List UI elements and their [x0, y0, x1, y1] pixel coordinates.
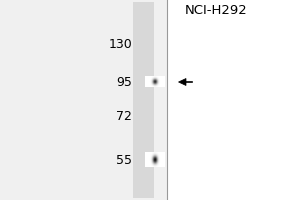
Text: 95: 95	[116, 75, 132, 88]
Polygon shape	[178, 79, 186, 86]
Text: 55: 55	[116, 154, 132, 166]
Bar	[167, 0, 300, 200]
Bar	[0, 0, 167, 200]
Text: 130: 130	[108, 38, 132, 50]
Bar	[134, 2, 154, 198]
Text: NCI-H292: NCI-H292	[184, 3, 248, 17]
Text: 72: 72	[116, 110, 132, 122]
